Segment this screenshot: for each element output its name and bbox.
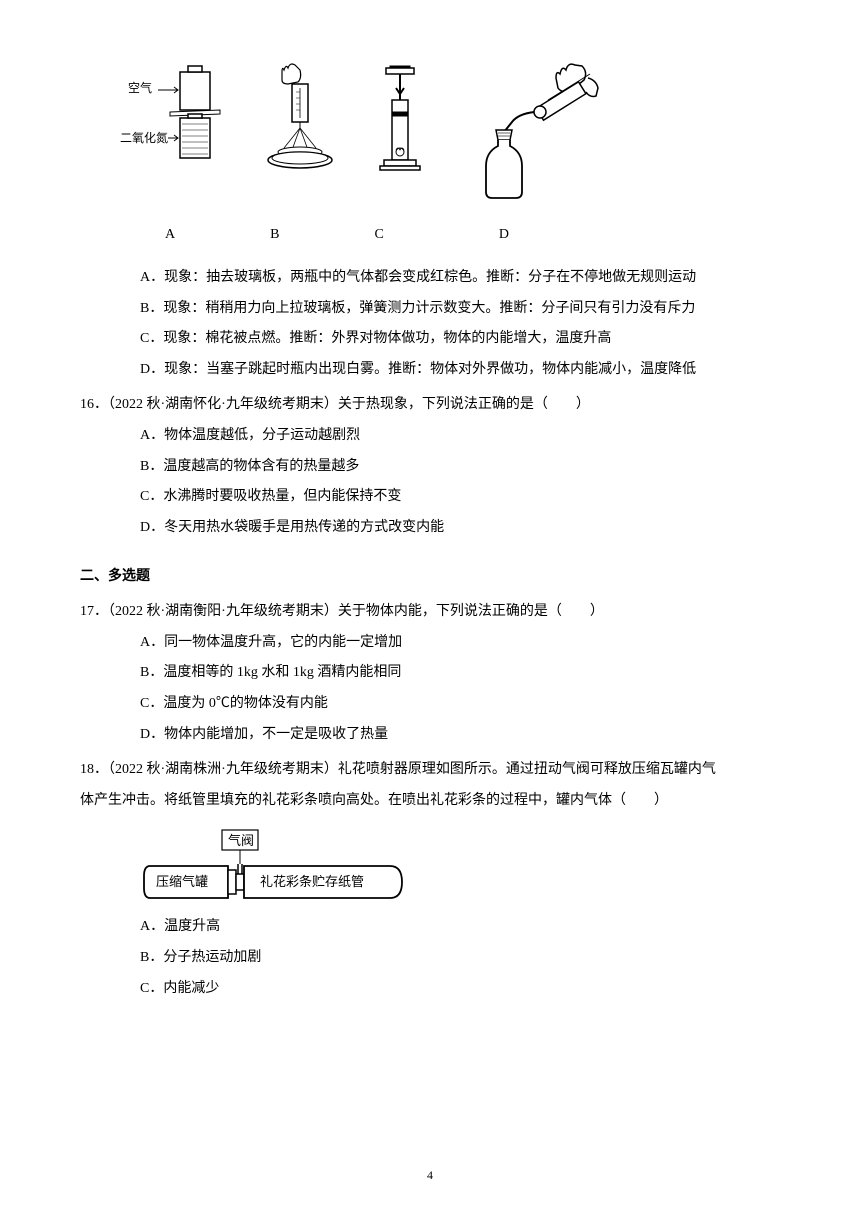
spring-scale-icon xyxy=(260,60,340,210)
figure-letter-a: A xyxy=(165,220,175,251)
q17-option-a: A．同一物体温度升高，它的内能一定增加 xyxy=(100,628,780,659)
svg-text:压缩气罐: 压缩气罐 xyxy=(156,874,208,889)
firework-launcher-icon: 气阀 压缩气罐 礼花彩条贮存纸管 xyxy=(140,828,420,908)
q18-diagram: 气阀 压缩气罐 礼花彩条贮存纸管 xyxy=(140,828,780,908)
figure-letter-c: C xyxy=(374,220,383,251)
figure-letter-b: B xyxy=(270,220,279,251)
compression-tube-icon xyxy=(370,60,430,210)
q16-option-a: A．物体温度越低，分子运动越剧烈 xyxy=(100,421,780,452)
q18-stem-line1: 18．（2022 秋·湖南株洲·九年级统考期末）礼花喷射器原理如图所示。通过扭动… xyxy=(80,755,780,786)
q18-stem-line2: 体产生冲击。将纸管里填充的礼花彩条喷向高处。在喷出礼花彩条的过程中，罐内气体（ … xyxy=(80,786,780,817)
svg-text:气阀: 气阀 xyxy=(228,833,254,848)
svg-text:空气: 空气 xyxy=(128,80,152,95)
figure-a: 空气 二氧化氮 xyxy=(120,60,230,210)
q16-option-c: C．水沸腾时要吸收热量，但内能保持不变 xyxy=(100,482,780,513)
section-2-title: 二、多选题 xyxy=(80,562,780,593)
q18-option-c: C．内能减少 xyxy=(100,974,780,1005)
q16-option-b: B．温度越高的物体含有的热量越多 xyxy=(100,452,780,483)
page-number: 4 xyxy=(427,1162,433,1188)
q18-option-b: B．分子热运动加剧 xyxy=(100,943,780,974)
q16-option-d: D．冬天用热水袋暖手是用热传递的方式改变内能 xyxy=(100,513,780,544)
q15-option-d: D．现象：当塞子跳起时瓶内出现白雾。推断：物体对外界做功，物体内能减小，温度降低 xyxy=(100,355,780,386)
q17-option-d: D．物体内能增加，不一定是吸收了热量 xyxy=(100,720,780,751)
q15-option-b: B．现象：稍稍用力向上拉玻璃板，弹簧测力计示数变大。推断：分子间只有引力没有斥力 xyxy=(100,294,780,325)
diffusion-icon: 空气 二氧化氮 xyxy=(120,60,230,210)
experiment-figures: 空气 二氧化氮 xyxy=(120,60,780,210)
q15-option-c: C．现象：棉花被点燃。推断：外界对物体做功，物体的内能增大，温度升高 xyxy=(100,324,780,355)
figure-letter-d: D xyxy=(499,220,509,251)
svg-text:礼花彩条贮存纸管: 礼花彩条贮存纸管 xyxy=(260,874,364,889)
figure-b xyxy=(260,60,340,210)
q17-stem: 17．（2022 秋·湖南衡阳·九年级统考期末）关于物体内能，下列说法正确的是（… xyxy=(80,597,780,628)
pump-bottle-icon xyxy=(460,60,610,210)
q17-option-b: B．温度相等的 1kg 水和 1kg 酒精内能相同 xyxy=(100,658,780,689)
q18-option-a: A．温度升高 xyxy=(100,912,780,943)
q16-stem: 16．（2022 秋·湖南怀化·九年级统考期末）关于热现象，下列说法正确的是（ … xyxy=(80,390,780,421)
q17-option-c: C．温度为 0℃的物体没有内能 xyxy=(100,689,780,720)
figure-d xyxy=(460,60,610,210)
figure-letters-row: A B C D xyxy=(165,220,780,251)
svg-text:二氧化氮: 二氧化氮 xyxy=(120,130,168,145)
q15-option-a: A．现象：抽去玻璃板，两瓶中的气体都会变成红棕色。推断：分子在不停地做无规则运动 xyxy=(100,263,780,294)
figure-c xyxy=(370,60,430,210)
